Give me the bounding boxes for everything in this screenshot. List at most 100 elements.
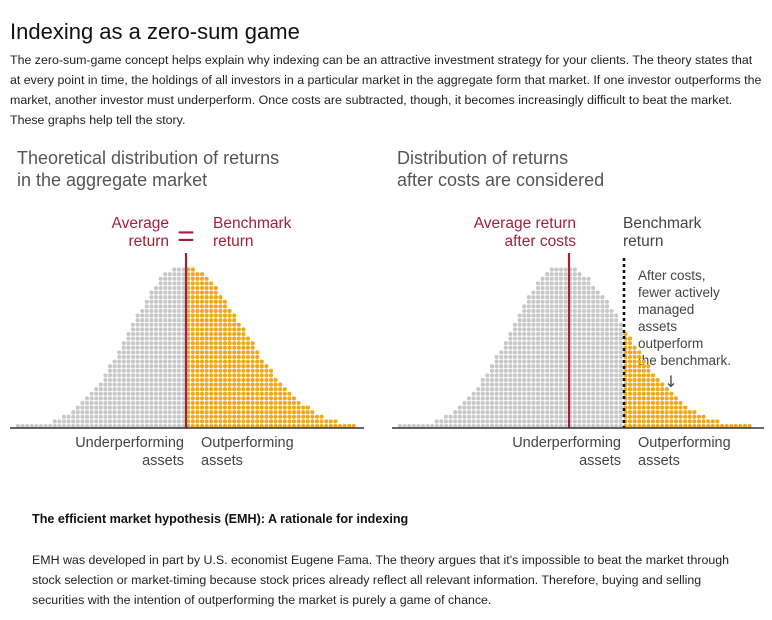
chart-2-right-label-line-1: Outperforming xyxy=(638,435,731,451)
chart-1-underperforming-dot xyxy=(149,377,154,383)
chart-2-underperforming-dot xyxy=(604,373,610,378)
chart-2-underperforming-dot xyxy=(517,419,522,424)
chart-2-underperforming-dot xyxy=(581,345,587,350)
chart-2-underperforming-dot xyxy=(581,419,587,424)
chart-1-underperforming-dot xyxy=(89,414,94,419)
chart-2-underperforming-dot xyxy=(595,331,600,337)
chart-2-underperforming-dot xyxy=(485,405,490,410)
chart-2-underperforming-dot xyxy=(554,322,559,327)
chart-1-outperforming-dot xyxy=(236,373,241,378)
chart-1-underperforming-dot xyxy=(153,331,159,337)
chart-2-underperforming-dot xyxy=(558,308,564,314)
chart-1-outperforming-dot xyxy=(241,377,246,383)
chart-2-underperforming-dot xyxy=(563,290,568,295)
chart-1-underperforming-dot xyxy=(130,377,136,383)
chart-1-outperforming-dot xyxy=(232,373,237,378)
chart-1-outperforming-dot xyxy=(209,391,214,396)
chart-1-outperforming-dot xyxy=(236,423,241,429)
chart-1-outperforming-dot xyxy=(204,304,209,309)
chart-1-outperforming-dot xyxy=(213,368,218,373)
chart-1-underperforming-dot xyxy=(153,341,159,346)
chart-1-outperforming-dot xyxy=(222,354,228,360)
chart-2-underperforming-dot xyxy=(462,414,467,419)
chart-1-underperforming-dot xyxy=(158,290,163,295)
chart-2-underperforming-dot xyxy=(591,396,596,401)
chart-1-underperforming-dot xyxy=(149,313,154,318)
chart-1-underperforming-dot xyxy=(126,341,131,346)
chart-1-outperforming-dot xyxy=(199,410,205,415)
chart-2-underperforming-dot xyxy=(499,364,504,369)
chart-1-underperforming-dot xyxy=(94,419,99,424)
chart-1-outperforming-dot xyxy=(255,396,260,401)
chart-2-underperforming-dot xyxy=(581,373,587,378)
chart-2-underperforming-dot xyxy=(618,336,623,341)
chart-2-underperforming-dot xyxy=(586,281,591,286)
chart-2-underperforming-dot xyxy=(531,354,536,360)
chart-1-outperforming-dot xyxy=(227,327,232,332)
chart-2-underperforming-dot xyxy=(526,341,531,346)
chart-1-underperforming-dot xyxy=(107,382,113,387)
chart-1-outperforming-dot xyxy=(190,405,195,410)
chart-2-underperforming-dot xyxy=(581,423,587,429)
chart-2-underperforming-dot xyxy=(545,290,550,295)
chart-1-outperforming-dot xyxy=(186,285,191,291)
chart-1-outperforming-dot xyxy=(255,350,260,355)
chart-2-underperforming-dot xyxy=(540,318,545,323)
chart-1-outperforming-dot xyxy=(195,313,200,318)
chart-1-underperforming-dot xyxy=(107,410,113,415)
chart-2-underperforming-dot xyxy=(540,304,545,309)
chart-2-underperforming-dot xyxy=(535,368,541,373)
chart-2-underperforming-dot xyxy=(517,354,522,360)
chart-1-outperforming-dot xyxy=(296,400,301,406)
chart-2-underperforming-dot xyxy=(545,345,550,350)
chart-2-outperforming-dot xyxy=(678,414,683,419)
chart-2-underperforming-dot xyxy=(558,410,564,415)
chart-2-outperforming-dot xyxy=(646,377,651,383)
chart-2-underperforming-dot xyxy=(499,400,504,406)
chart-1-underperforming-dot xyxy=(172,350,177,355)
chart-1-outperforming-dot xyxy=(273,387,278,392)
chart-1-underperforming-dot xyxy=(172,336,177,341)
chart-2-underperforming-dot xyxy=(577,391,582,396)
chart-2-underperforming-dot xyxy=(494,400,499,406)
chart-2-underperforming-dot xyxy=(540,368,545,373)
chart-2-underperforming-dot xyxy=(554,336,559,341)
chart-1-outperforming-dot xyxy=(204,373,209,378)
chart-2-outperforming-dot xyxy=(701,423,706,429)
chart-2-underperforming-dot xyxy=(604,405,610,410)
chart-1-underperforming-dot xyxy=(163,308,168,314)
chart-2-underperforming-dot xyxy=(466,410,472,415)
chart-1-outperforming-dot xyxy=(255,377,260,383)
chart-2-underperforming-dot xyxy=(466,405,472,410)
chart-2-underperforming-dot xyxy=(591,322,596,327)
chart-1-underperforming-dot xyxy=(80,400,85,406)
chart-2-underperforming-dot xyxy=(512,382,518,387)
chart-1-underperforming-dot xyxy=(89,400,94,406)
chart-1-outperforming-dot xyxy=(204,382,209,387)
chart-2-underperforming-dot xyxy=(581,290,587,295)
chart-1-underperforming-dot xyxy=(172,341,177,346)
chart-1-underperforming-dot xyxy=(144,313,149,318)
chart-2-underperforming-dot xyxy=(595,405,600,410)
chart-2-underperforming-dot xyxy=(503,354,508,360)
chart-2-outperforming-dot xyxy=(660,410,665,415)
chart-1-outperforming-dot xyxy=(268,396,274,401)
chart-1-underperforming-dot xyxy=(158,377,163,383)
chart-1-underperforming-dot xyxy=(163,299,168,304)
chart-2-underperforming-dot xyxy=(540,377,545,383)
chart-2-outperforming-dot xyxy=(627,423,633,429)
chart-2-underperforming-dot xyxy=(531,377,536,383)
chart-2-underperforming-dot xyxy=(526,387,531,392)
chart-1-underperforming-dot xyxy=(112,414,117,419)
chart-2-underperforming-dot xyxy=(572,336,577,341)
chart-1-underperforming-dot xyxy=(80,423,85,429)
chart-1-outperforming-dot xyxy=(213,295,218,300)
chart-2-underperforming-dot xyxy=(526,410,531,415)
chart-1-underperforming-dot xyxy=(172,267,177,272)
chart-2-underperforming-dot xyxy=(581,359,587,364)
chart-1-outperforming-dot xyxy=(195,304,200,309)
chart-2-underperforming-dot xyxy=(531,350,536,355)
chart-1-underperforming-dot xyxy=(144,327,149,332)
chart-1-underperforming-dot xyxy=(121,364,126,369)
chart-1-underperforming-dot xyxy=(117,387,122,392)
